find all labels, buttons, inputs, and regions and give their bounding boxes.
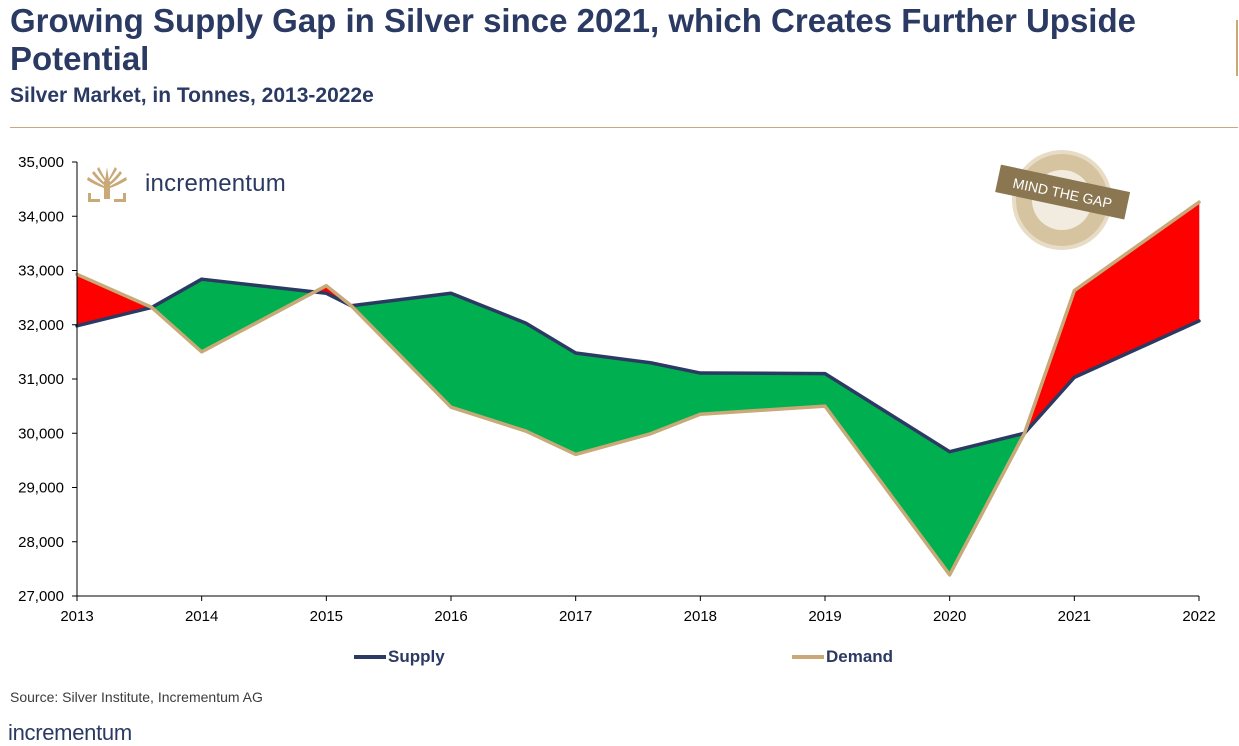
y-tick-label: 34,000 <box>18 208 64 225</box>
y-tick-label: 29,000 <box>18 480 64 497</box>
mind-the-gap-badge: MIND THE GAP <box>995 150 1130 250</box>
incrementum-logo-text: incrementum <box>145 170 286 197</box>
supply-line <box>75 277 1201 454</box>
series-lines <box>75 200 1201 577</box>
x-tick-label: 2018 <box>684 608 717 625</box>
surplus-area <box>824 373 950 576</box>
legend-demand-swatch <box>792 655 824 659</box>
surplus-area <box>575 352 651 455</box>
y-tick-label: 28,000 <box>18 534 64 551</box>
x-tick-label: 2017 <box>559 608 592 625</box>
legend-supply-swatch <box>354 655 386 659</box>
y-tick-label: 33,000 <box>18 263 64 280</box>
x-tick-label: 2014 <box>185 608 218 625</box>
y-tick-label: 30,000 <box>18 425 64 442</box>
page-title: Growing Supply Gap in Silver since 2021,… <box>10 2 1136 77</box>
source-note: Source: Silver Institute, Incrementum AG <box>10 689 263 705</box>
x-tick-label: 2016 <box>434 608 467 625</box>
legend-supply-label: Supply <box>388 647 445 666</box>
x-tick-label: 2022 <box>1182 608 1215 625</box>
corner-divider <box>1236 20 1238 76</box>
legend-supply: Supply <box>354 646 445 668</box>
x-axis-ticks: 2013 2014 2015 2016 2017 2018 2019 2020 2021 2022 <box>60 596 1216 625</box>
y-tick-label: 35,000 <box>18 154 64 171</box>
x-tick-label: 2021 <box>1058 608 1091 625</box>
footer-logo: incrementum <box>8 720 132 745</box>
demand-line <box>75 200 1201 577</box>
silver-market-chart: 27,000 28,000 29,000 30,000 31,000 32,000 33,0… <box>18 154 1216 625</box>
x-tick-label: 2015 <box>310 608 343 625</box>
header-divider <box>10 127 1238 128</box>
y-axis-ticks: 27,000 28,000 29,000 30,000 31,000 32,000 33,0… <box>18 154 77 605</box>
chart-subtitle: Silver Market, in Tonnes, 2013-2022e <box>10 84 374 107</box>
legend-demand-label: Demand <box>826 647 894 666</box>
y-tick-label: 32,000 <box>18 317 64 334</box>
x-tick-label: 2019 <box>808 608 841 625</box>
x-tick-label: 2020 <box>933 608 966 625</box>
y-tick-label: 27,000 <box>18 588 64 605</box>
x-tick-label: 2013 <box>60 608 93 625</box>
incrementum-tree-logo <box>87 167 127 202</box>
y-tick-label: 31,000 <box>18 371 64 388</box>
gap-fills <box>76 201 1200 576</box>
legend-demand: Demand <box>792 646 893 668</box>
